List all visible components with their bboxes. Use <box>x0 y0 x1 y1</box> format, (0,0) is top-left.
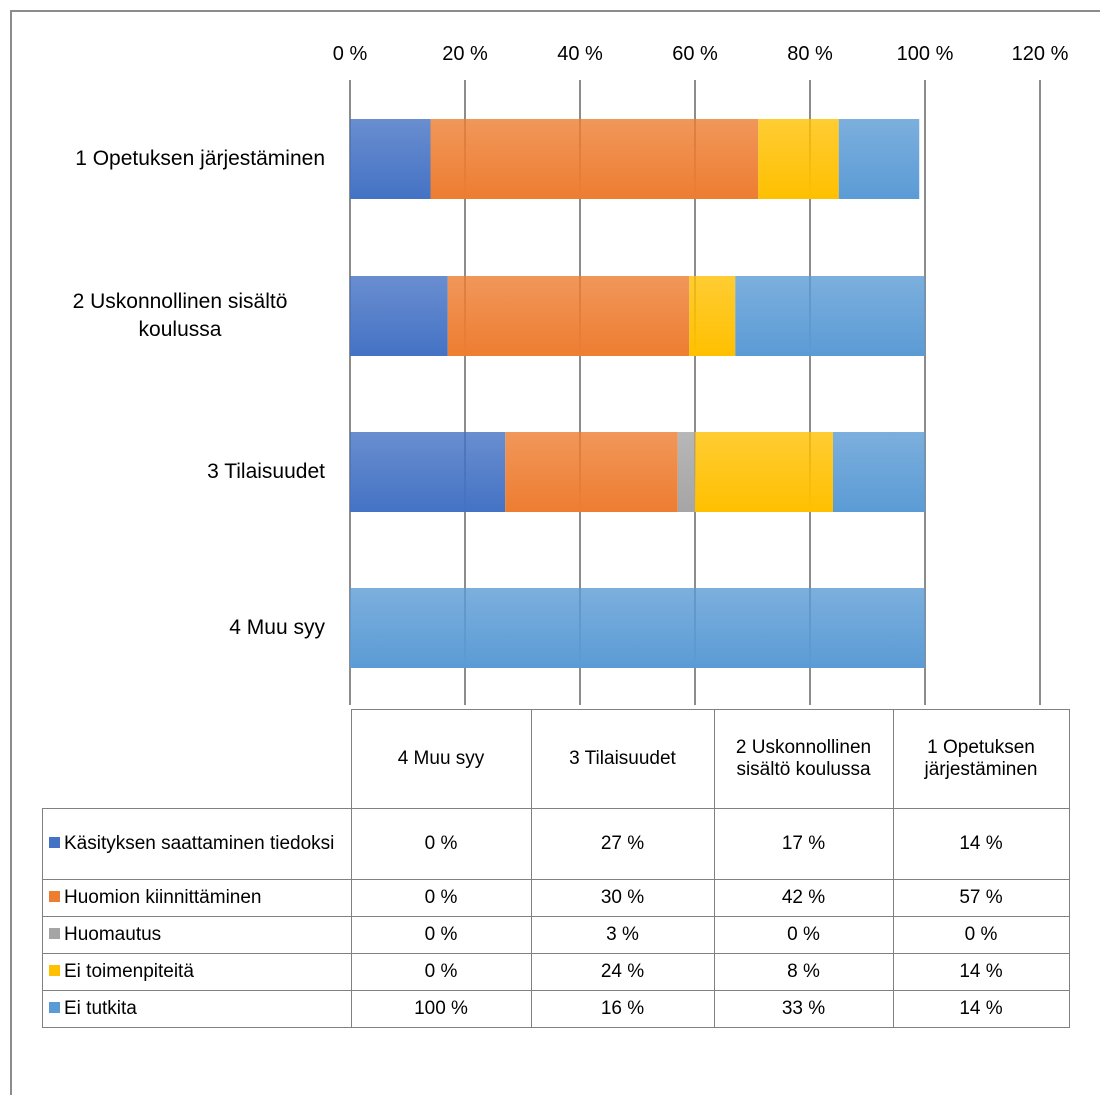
x-tick-label: 40 % <box>557 43 603 65</box>
bar-segment <box>758 119 839 199</box>
legend-row-label: Käsityksen saattaminen tiedoksi <box>42 807 352 880</box>
x-tick-label: 80 % <box>787 43 833 65</box>
bar-segment <box>430 119 759 199</box>
bar-segment <box>838 119 920 199</box>
bar-segment <box>735 276 925 356</box>
table-corner <box>42 709 352 809</box>
bar-segment <box>689 276 736 356</box>
bar-segment <box>695 432 833 512</box>
category-label: 4 Muu syy <box>229 616 325 639</box>
x-tick-label: 20 % <box>442 43 488 65</box>
legend-swatch <box>49 1001 60 1013</box>
legend-swatch <box>49 836 60 848</box>
category-label: 2 Uskonnollinen sisältö koulussa <box>72 290 288 341</box>
table-cell: 14 % <box>892 952 1070 991</box>
table-cell: 14 % <box>892 807 1070 880</box>
legend-row-label: Huomion kiinnittäminen <box>42 878 352 917</box>
legend-label: Huomion kiinnittäminen <box>64 886 262 908</box>
table-cell: 42 % <box>713 878 894 917</box>
table-cell: 8 % <box>713 952 894 991</box>
table-row: Ei toimenpiteitä 0 % 24 % 8 % 14 % <box>42 952 1070 991</box>
table-column-header: 4 Muu syy <box>350 709 532 809</box>
bar-segment <box>350 276 448 356</box>
table-cell: 0 % <box>713 915 894 954</box>
chart-plot: 0 % 20 % 40 % 60 % 80 % 100 % 120 % <box>333 43 1069 705</box>
table-column-header: 1 Opetuksen järjestäminen <box>892 709 1070 809</box>
x-tick-label: 60 % <box>672 43 718 65</box>
legend-swatch <box>49 964 60 976</box>
x-tick-label: 120 % <box>1012 43 1069 65</box>
table-cell: 57 % <box>892 878 1070 917</box>
category-label: 1 Opetuksen järjestäminen <box>75 147 325 170</box>
table-cell: 16 % <box>530 989 715 1028</box>
table-row: Huomion kiinnittäminen 0 % 30 % 42 % 57 % <box>42 878 1070 917</box>
table-cell: 24 % <box>530 952 715 991</box>
table-cell: 30 % <box>530 878 715 917</box>
table-cell: 27 % <box>530 807 715 880</box>
bar-segment <box>447 276 690 356</box>
legend-label: Ei toimenpiteitä <box>64 960 194 982</box>
table-row: Käsityksen saattaminen tiedoksi 0 % 27 % 17… <box>42 807 1070 880</box>
bar-segment <box>677 432 695 512</box>
category-label: 3 Tilaisuudet <box>207 460 325 483</box>
chart-frame <box>10 10 1100 1095</box>
table-cell: 3 % <box>530 915 715 954</box>
table-header-row: 4 Muu syy 3 Tilaisuudet 2 Uskonnollinen … <box>42 709 1070 809</box>
bar-segment <box>833 432 925 512</box>
legend-row-label: Huomautus <box>42 915 352 954</box>
table-cell: 0 % <box>350 952 532 991</box>
table-column-header: 2 Uskonnollinen sisältö koulussa <box>713 709 894 809</box>
bar-segment <box>350 432 506 512</box>
bar-segment <box>350 119 431 199</box>
table-cell: 0 % <box>350 807 532 880</box>
table-cell: 14 % <box>892 989 1070 1028</box>
bar-segment <box>505 432 678 512</box>
bar-segment <box>350 588 925 668</box>
table-cell: 0 % <box>350 915 532 954</box>
legend-label: Käsityksen saattaminen tiedoksi <box>64 832 335 854</box>
table-cell: 100 % <box>350 989 532 1028</box>
table-cell: 17 % <box>713 807 894 880</box>
table-cell: 0 % <box>892 915 1070 954</box>
legend-label: Ei tutkita <box>64 997 137 1019</box>
table-row: Ei tutkita 100 % 16 % 33 % 14 % <box>42 989 1070 1028</box>
x-tick-label: 0 % <box>333 43 368 65</box>
table-cell: 0 % <box>350 878 532 917</box>
table-cell: 33 % <box>713 989 894 1028</box>
table-row: Huomautus 0 % 3 % 0 % 0 % <box>42 915 1070 954</box>
legend-label: Huomautus <box>64 923 162 945</box>
legend-swatch <box>49 890 60 902</box>
x-tick-label: 100 % <box>897 43 954 65</box>
legend-row-label: Ei tutkita <box>42 989 352 1028</box>
legend-swatch <box>49 927 60 939</box>
data-table: 4 Muu syy 3 Tilaisuudet 2 Uskonnollinen … <box>42 709 1070 1028</box>
legend-row-label: Ei toimenpiteitä <box>42 952 352 991</box>
table-column-header: 3 Tilaisuudet <box>530 709 715 809</box>
